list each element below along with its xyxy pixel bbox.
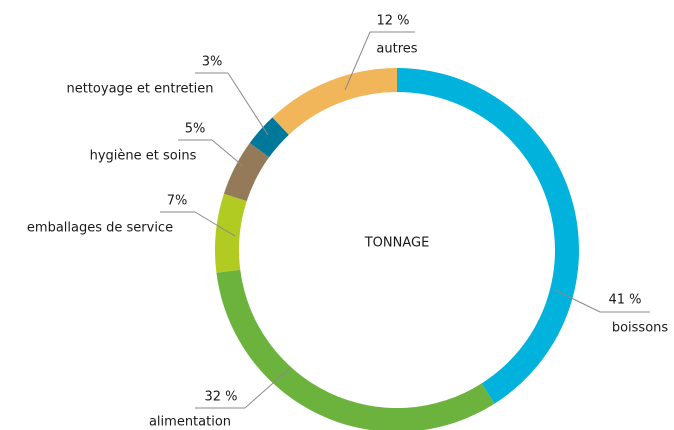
category-label: alimentation [149, 415, 231, 430]
center-label: TONNAGE [364, 236, 430, 251]
donut-segment [272, 68, 397, 135]
value-label: 3% [202, 55, 223, 70]
leader-line [160, 211, 236, 237]
value-label: 32 % [204, 390, 237, 405]
value-label: 5% [185, 122, 206, 137]
donut-segment [249, 117, 289, 158]
leader-line [195, 367, 291, 409]
leader-line [554, 289, 650, 313]
donut-segment [223, 143, 270, 202]
category-label: nettoyage et entretien [67, 82, 214, 97]
category-label: hygiène et soins [90, 149, 197, 164]
leader-line [344, 31, 415, 91]
category-label: autres [376, 42, 417, 57]
leader-line [195, 72, 269, 136]
donut-segment [216, 269, 495, 430]
value-label: 41 % [608, 293, 641, 308]
leader-line [178, 139, 244, 167]
category-label: emballages de service [27, 221, 173, 236]
value-label: 7% [167, 194, 188, 209]
value-label: 12 % [376, 14, 409, 29]
category-label: boissons [612, 321, 669, 336]
donut-segment [397, 68, 580, 404]
